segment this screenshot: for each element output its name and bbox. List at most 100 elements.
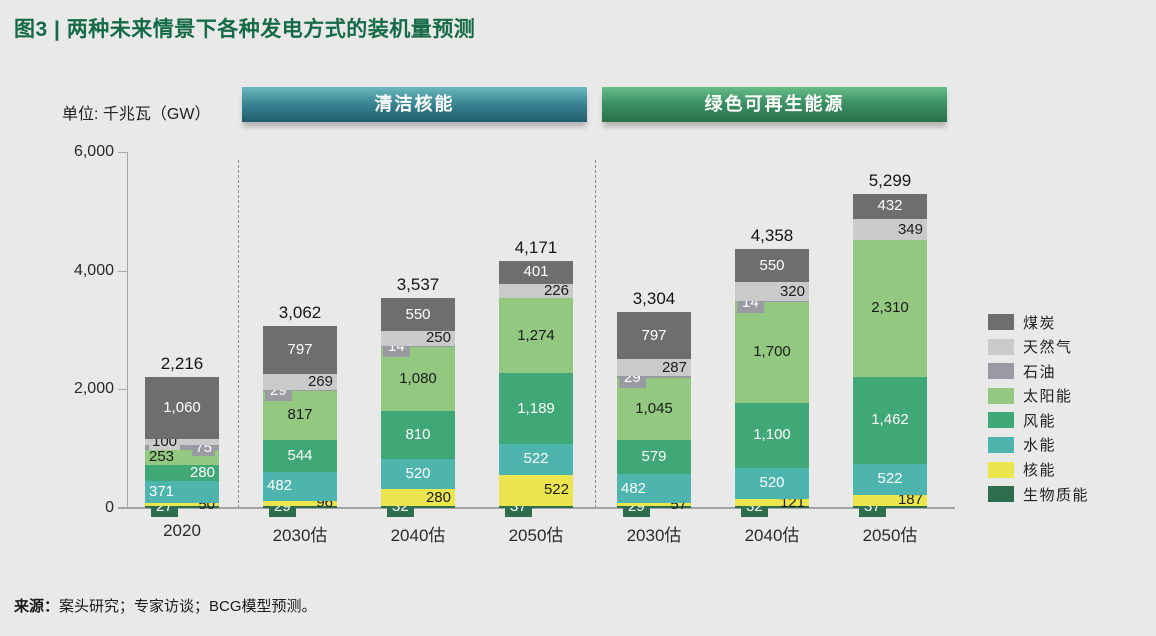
- legend-item-nuclear: 核能: [988, 460, 1089, 480]
- bar-segment-solar: [617, 377, 691, 440]
- group-separator: [238, 160, 239, 508]
- bar-segment-nuclear: [617, 502, 691, 507]
- segment-label-gas: 287: [661, 358, 687, 376]
- legend-label-coal: 煤炭: [1023, 314, 1057, 332]
- segment-label-coal: 550: [405, 305, 431, 323]
- legend-swatch-oil: [988, 363, 1014, 380]
- segment-label-nuclear: 522: [543, 481, 569, 499]
- bar-segment-biomass: [499, 505, 573, 508]
- page-title: 图3 | 两种未来情景下各种发电方式的装机量预测: [14, 18, 476, 41]
- bar-segment-wind: [853, 376, 927, 464]
- segment-label-nuclear: 187: [897, 491, 923, 509]
- legend-item-coal: 煤炭: [988, 312, 1089, 332]
- segment-label-hydro: 522: [877, 470, 903, 488]
- legend-swatch-coal: [988, 314, 1014, 330]
- y-tick-label: 6,000: [73, 143, 114, 160]
- chart-legend: 煤炭 天然气 石油 太阳能 风能 水能 核能 生物质能: [988, 312, 1089, 509]
- legend-item-oil: 石油: [988, 361, 1089, 381]
- bar-segment-biomass: [735, 506, 809, 508]
- segment-label-solar: 1,700: [753, 343, 791, 361]
- bar-segment-coal: [145, 376, 219, 440]
- bar-segment-gas: [617, 359, 691, 377]
- x-axis-label: 2040估: [390, 526, 446, 545]
- bar-segment-gas: [853, 219, 927, 240]
- y-axis-line: [127, 152, 128, 508]
- segment-label-coal: 550: [759, 256, 785, 274]
- bar-segment-wind: [499, 373, 573, 444]
- segment-label-coal: 797: [287, 340, 313, 358]
- segment-label-wind: 810: [405, 425, 431, 443]
- segment-label-coal: 797: [641, 326, 667, 344]
- legend-swatch-nuclear: [988, 461, 1014, 478]
- segment-label-solar: 1,274: [517, 326, 555, 344]
- segment-label-wind: 1,100: [753, 426, 791, 444]
- scenario-banner-green-renewable: 绿色可再生能源: [602, 87, 947, 122]
- x-axis-label: 2030估: [626, 526, 682, 545]
- bar-total-label: 3,537: [396, 275, 440, 295]
- segment-label-nuclear: 280: [425, 488, 451, 506]
- bar-segment-oil: [735, 301, 809, 303]
- segment-label-coal: 1,060: [163, 398, 201, 416]
- scenario-banner-clean-nuclear-label: 清洁核能: [374, 94, 455, 114]
- bar-total-label: 4,358: [750, 226, 794, 246]
- bar-segment-biomass: [145, 506, 219, 508]
- bar-segment-wind: [381, 410, 455, 459]
- legend-item-wind: 风能: [988, 410, 1089, 430]
- bar-segment-hydro: [381, 458, 455, 490]
- y-axis-tick: [118, 152, 127, 153]
- bar-segment-hydro: [617, 474, 691, 503]
- segment-label-hydro: 482: [267, 477, 293, 495]
- bar-segment-coal: [853, 193, 927, 220]
- bar-segment-nuclear: [735, 498, 809, 507]
- segment-label-wind: 280: [189, 464, 215, 482]
- bar-segment-biomass: [381, 506, 455, 508]
- scenario-banner-clean-nuclear: 清洁核能: [242, 87, 587, 122]
- legend-label-gas: 天然气: [1023, 339, 1073, 357]
- x-axis-label: 2030估: [272, 526, 328, 545]
- y-axis-tick: [118, 389, 127, 391]
- bar-segment-solar: [499, 297, 573, 374]
- bar-segment-wind: [263, 439, 337, 472]
- bar-segment-hydro: [145, 481, 219, 504]
- bar-segment-nuclear: [381, 489, 455, 507]
- bar-segment-gas: [499, 284, 573, 298]
- segment-label-wind: 1,462: [871, 411, 909, 429]
- x-axis-label: 2050估: [862, 526, 918, 545]
- bar-segment-biomass: [263, 506, 337, 508]
- x-axis-label: 2020: [163, 521, 201, 540]
- bar-segment-oil: [617, 376, 691, 378]
- segment-label-coal: 401: [523, 263, 549, 281]
- segment-label-hydro: 482: [621, 479, 647, 497]
- segment-label-gas: 226: [543, 282, 569, 300]
- bar-segment-nuclear: [263, 500, 337, 507]
- segment-label-gas: 320: [779, 282, 805, 300]
- bar-segment-coal: [499, 260, 573, 285]
- bar-segment-oil: [145, 445, 219, 450]
- y-tick-label: 0: [105, 499, 114, 516]
- segment-label-hydro: 371: [149, 483, 175, 501]
- legend-label-nuclear: 核能: [1023, 462, 1057, 480]
- segment-label-hydro: 520: [405, 465, 431, 483]
- source-text: 案头研究；专家访谈；BCG模型预测。: [59, 598, 317, 615]
- segment-label-wind: 544: [287, 446, 313, 464]
- bar-segment-hydro: [853, 463, 927, 495]
- source-prefix: 来源：: [14, 598, 60, 615]
- legend-item-hydro: 水能: [988, 435, 1089, 455]
- bar-segment-gas: [263, 373, 337, 390]
- segment-label-gas: 269: [307, 372, 333, 390]
- x-axis-baseline: [118, 507, 955, 509]
- segment-label-solar: 1,080: [399, 369, 437, 387]
- x-axis-label: 2040估: [744, 526, 800, 545]
- bar-total-label: 4,171: [514, 237, 558, 257]
- bar-segment-nuclear: [853, 494, 927, 506]
- segment-label-coal: 432: [877, 197, 903, 215]
- legend-label-hydro: 水能: [1023, 437, 1057, 455]
- y-axis-tick: [118, 270, 127, 272]
- y-tick-label: 2,000: [73, 380, 114, 398]
- segment-label-gas: 349: [897, 220, 923, 238]
- bar-total-label: 5,299: [868, 170, 912, 190]
- scenario-banner-green-renewable-label: 绿色可再生能源: [704, 94, 845, 114]
- bar-segment-hydro: [735, 468, 809, 499]
- bar-segment-solar: [735, 301, 809, 403]
